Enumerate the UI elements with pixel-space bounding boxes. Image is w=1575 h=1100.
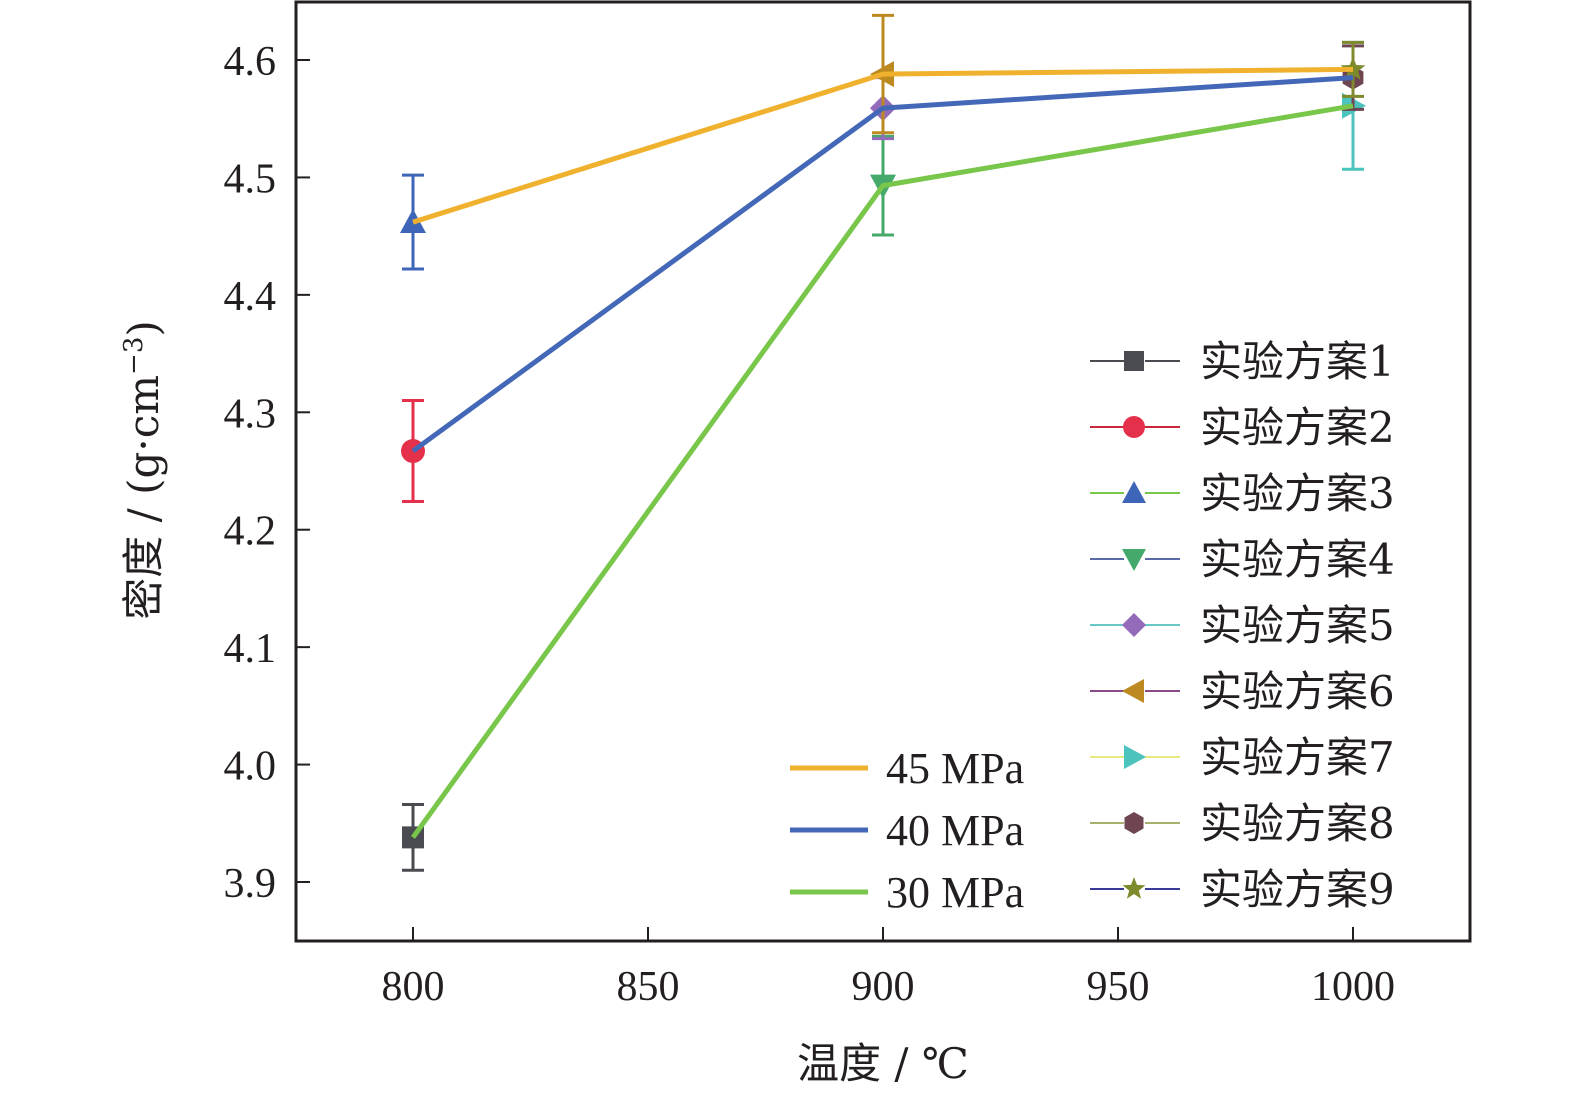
legend-label: 实验方案7 <box>1200 733 1395 782</box>
scheme-legend-item: 实验方案4 <box>1090 535 1395 584</box>
scheme-legend-item: 实验方案1 <box>1090 337 1395 386</box>
legend-marker-circle <box>1123 416 1145 438</box>
scheme-legend-item: 实验方案5 <box>1090 601 1395 650</box>
y-tick-label: 4.4 <box>224 274 277 320</box>
scheme-legend-item: 实验方案8 <box>1090 799 1395 848</box>
y-axis-title: 密度 / (g·cm−3) <box>119 320 168 620</box>
series-line <box>410 103 1354 839</box>
marker-star <box>1340 56 1366 80</box>
series-line <box>412 66 1354 225</box>
y-tick-label: 4.0 <box>224 744 277 790</box>
x-tick-label: 900 <box>852 964 915 1010</box>
legend-label: 实验方案9 <box>1200 865 1395 914</box>
series-line <box>411 75 1354 454</box>
data-point <box>401 399 425 504</box>
legend-marker-diamond <box>1122 613 1146 637</box>
legend-label: 40 MPa <box>886 806 1024 855</box>
y-tick-label: 4.5 <box>224 156 277 202</box>
legend-marker-square <box>1124 351 1144 371</box>
scheme-legend-item: 实验方案3 <box>1090 469 1395 518</box>
y-axis-title-main: 密度 / (g·cm <box>119 375 168 620</box>
y-axis-title-close: ) <box>119 320 168 336</box>
y-tick-label: 4.2 <box>224 509 277 555</box>
legend-label: 45 MPa <box>886 744 1024 793</box>
x-tick-label: 800 <box>382 964 445 1010</box>
y-tick-label: 4.6 <box>224 39 277 85</box>
pressure-legend-item: 30 MPa <box>790 868 1024 917</box>
data-point <box>1340 40 1366 98</box>
legend-marker-hexagon <box>1124 812 1144 834</box>
legend-marker-triangle-up <box>1122 481 1146 503</box>
legend-marker-triangle-down <box>1122 549 1146 571</box>
pressure-legend-item: 40 MPa <box>790 806 1024 855</box>
x-axis-title: 温度 / ℃ <box>797 1039 969 1088</box>
scheme-legend: 实验方案1 实验方案2 实验方案3 实验方案4 实验方案5 实验方案6 实验方案7 实验方案8… <box>1090 337 1395 914</box>
legend-label: 30 MPa <box>886 868 1024 917</box>
x-tick-label: 950 <box>1087 964 1150 1010</box>
scheme-legend-item: 实验方案9 <box>1090 865 1395 914</box>
y-tick-label: 3.9 <box>224 861 277 907</box>
legend-marker-triangle-right <box>1124 745 1146 769</box>
x-tick-label: 850 <box>617 964 680 1010</box>
scheme-legend-item: 实验方案6 <box>1090 667 1395 716</box>
y-axis-ticks: 3.9 4.0 4.1 4.2 4.3 4.4 4.5 4.6 <box>224 39 310 907</box>
pressure-legend: 45 MPa 40 MPa 30 MPa <box>790 744 1024 917</box>
legend-label: 实验方案2 <box>1200 403 1395 452</box>
pressure-legend-item: 45 MPa <box>790 744 1024 793</box>
y-tick-label: 4.1 <box>224 626 277 672</box>
scheme-legend-item: 实验方案2 <box>1090 403 1395 452</box>
legend-label: 实验方案1 <box>1200 337 1395 386</box>
legend-label: 实验方案5 <box>1200 601 1395 650</box>
legend-label: 实验方案6 <box>1200 667 1395 716</box>
legend-marker-triangle-left <box>1122 679 1144 703</box>
y-tick-label: 4.3 <box>224 391 277 437</box>
legend-marker-star <box>1122 877 1146 899</box>
scheme-legend-item: 实验方案7 <box>1090 733 1395 782</box>
y-axis-title-sup: −3 <box>119 337 149 375</box>
x-axis-ticks: 800 850 900 950 1000 <box>382 927 1395 1010</box>
series-lines <box>410 66 1354 839</box>
legend-label: 实验方案3 <box>1200 469 1395 518</box>
x-tick-label: 1000 <box>1311 964 1395 1010</box>
legend-label: 实验方案8 <box>1200 799 1395 848</box>
legend-label: 实验方案4 <box>1200 535 1395 584</box>
